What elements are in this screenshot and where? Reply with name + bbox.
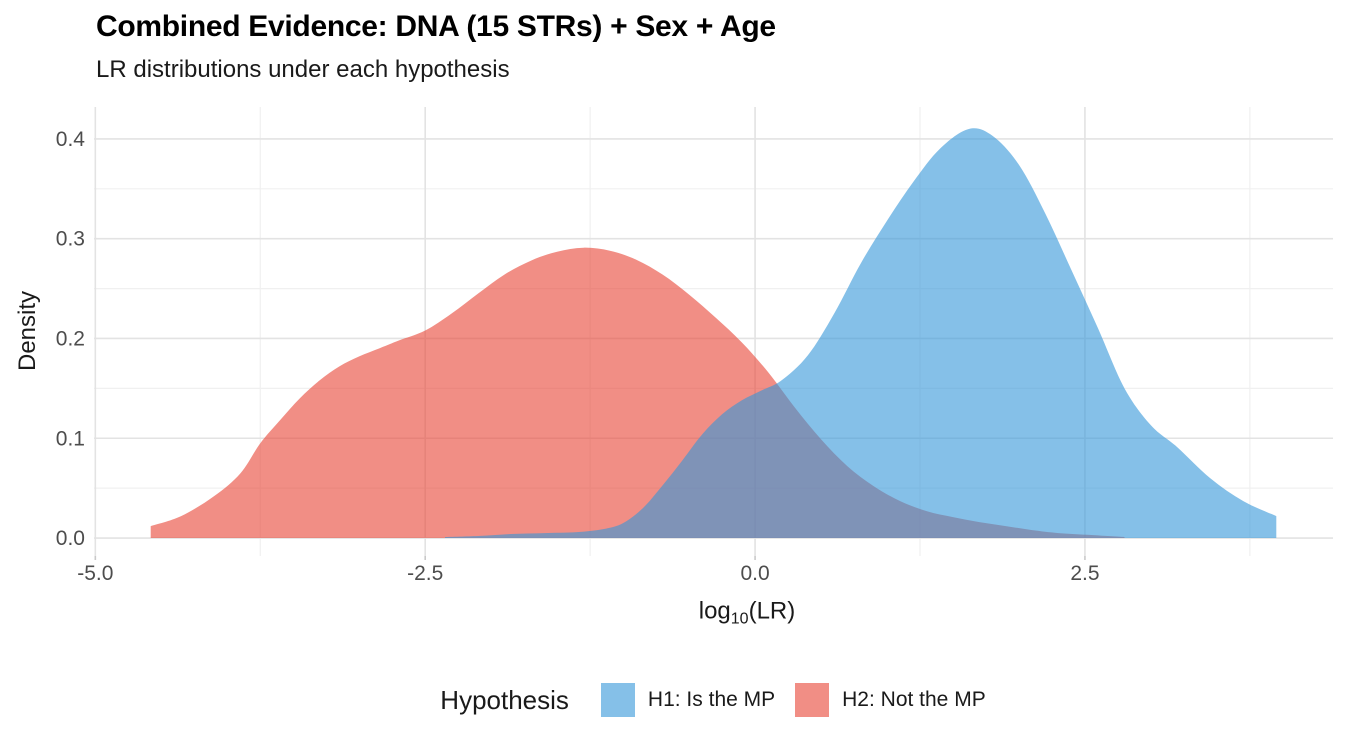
- y-tick-label: 0.0: [56, 527, 85, 550]
- y-tick-label: 0.4: [56, 128, 86, 151]
- x-axis-title-post: (LR): [748, 597, 796, 625]
- chart-title: Combined Evidence: DNA (15 STRs) + Sex +…: [96, 10, 776, 43]
- density-area-h2: [150, 247, 1125, 538]
- x-axis-title: log10(LR): [699, 598, 796, 629]
- y-tick-label: 0.2: [56, 327, 85, 350]
- x-tick-label: 2.5: [1070, 562, 1099, 585]
- legend: Hypothesis H1: Is the MP H2: Not the MP: [76, 678, 1350, 722]
- x-tick-label: 0.0: [740, 562, 769, 585]
- y-tick-label: 0.3: [56, 228, 85, 251]
- legend-item-h1: H1: Is the MP: [600, 683, 776, 717]
- x-axis-title-subscript: 10: [730, 610, 749, 628]
- x-axis-title-pre: log: [698, 597, 731, 625]
- chart-subtitle: LR distributions under each hypothesis: [96, 56, 510, 83]
- legend-swatch-h2: [795, 683, 830, 717]
- legend-label-h1: H1: Is the MP: [647, 688, 776, 711]
- legend-title: Hypothesis: [440, 684, 569, 715]
- legend-item-h2: H2: Not the MP: [795, 683, 986, 717]
- x-tick-label: -2.5: [407, 562, 443, 585]
- x-tick-label: -5.0: [77, 562, 113, 585]
- density-area-h1: [445, 128, 1277, 538]
- y-tick-label: 0.1: [56, 427, 85, 450]
- legend-swatch-h1: [600, 683, 635, 717]
- legend-label-h2: H2: Not the MP: [842, 688, 986, 711]
